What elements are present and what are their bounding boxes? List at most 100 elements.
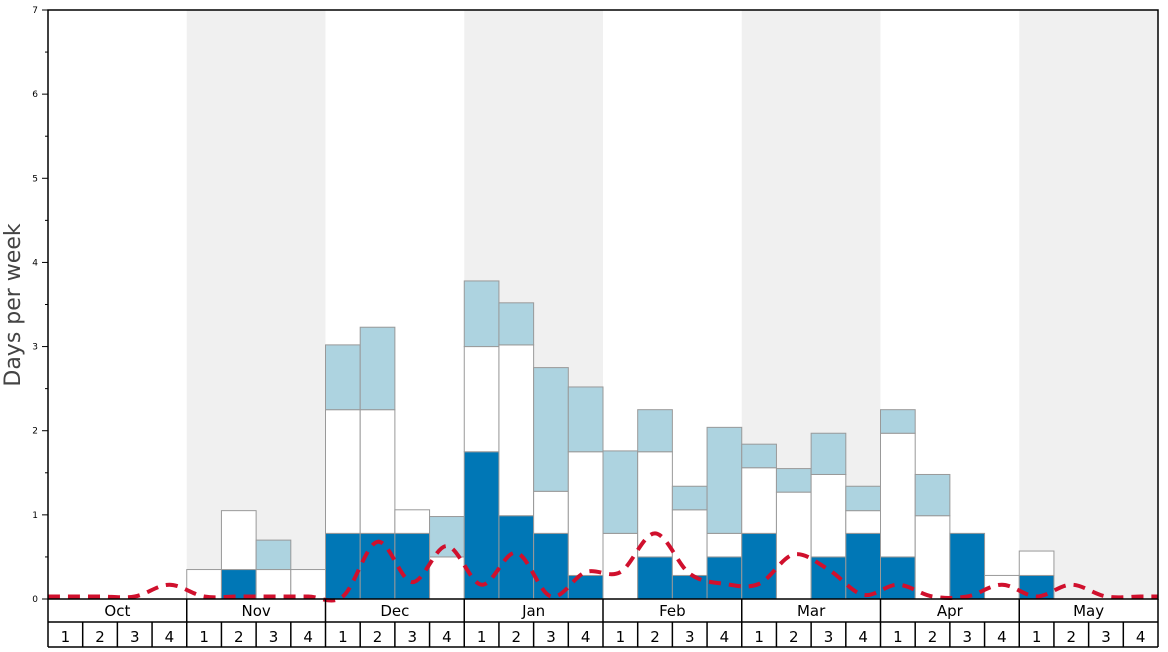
average-line-layer [48, 531, 1158, 603]
week-label-may-2: 2 [1067, 628, 1077, 646]
bar-segment-2-week-10 [359, 409, 396, 534]
month-label-apr: Apr [937, 602, 964, 620]
average-line [48, 531, 1158, 603]
y-tick-label-4: 4 [32, 258, 38, 268]
plot-frame [47, 9, 1159, 600]
bars [186, 280, 1055, 600]
week-label-may-4: 4 [1136, 628, 1146, 646]
bar-segment-2-week-15 [533, 490, 569, 534]
y-axis: 0 1 2 3 4 5 6 7 [32, 6, 48, 605]
month-band-nov [186, 10, 326, 599]
bar-segment-1-week-21 [741, 532, 777, 600]
bar-segment-3-week-24 [845, 485, 881, 512]
bar-segment-3-week-18 [637, 409, 673, 453]
bar-segment-1-week-18 [637, 556, 673, 600]
week-label-dec-1: 1 [338, 628, 348, 646]
bar-segment-3-week-9 [325, 344, 361, 411]
bar-segment-2-week-12 [429, 556, 465, 600]
week-label-apr-3: 3 [962, 628, 972, 646]
bar-segment-2-week-21 [741, 467, 777, 534]
week-label-dec-2: 2 [373, 628, 383, 646]
week-label-jan-1: 1 [477, 628, 487, 646]
bar-segment-3-week-10 [359, 326, 396, 411]
week-label-feb-4: 4 [720, 628, 730, 646]
week-label-feb-3: 3 [685, 628, 695, 646]
bar-segment-2-week-20 [706, 532, 743, 558]
bar-segment-2-week-16 [567, 451, 604, 576]
bar-segment-3-week-25 [880, 409, 916, 434]
week-label-mar-2: 2 [789, 628, 799, 646]
bar-segment-3-week-17 [602, 450, 639, 534]
bar-segment-2-week-24 [845, 510, 881, 534]
week-label-dec-3: 3 [407, 628, 417, 646]
bar-segment-3-week-21 [741, 443, 777, 469]
week-label-may-1: 1 [1032, 628, 1042, 646]
y-axis-label: Days per week [1, 223, 26, 386]
bar-segment-3-week-12 [429, 516, 465, 558]
week-label-jan-4: 4 [581, 628, 591, 646]
y-tick-label-7: 7 [32, 6, 38, 16]
y-tick-label-2: 2 [32, 427, 38, 437]
week-label-nov-3: 3 [269, 628, 279, 646]
bar-segment-2-week-6 [220, 510, 257, 571]
bar-segment-3-week-16 [567, 386, 604, 453]
bar-segment-1-week-20 [706, 556, 743, 600]
bar-segment-2-week-29 [1018, 550, 1055, 576]
week-label-mar-3: 3 [824, 628, 834, 646]
week-label-feb-2: 2 [650, 628, 660, 646]
bar-segment-3-week-13 [463, 280, 500, 348]
week-label-nov-1: 1 [199, 628, 209, 646]
bar-segment-1-week-9 [325, 532, 361, 600]
bar-segment-1-week-25 [880, 556, 916, 600]
week-label-may-3: 3 [1101, 628, 1111, 646]
week-label-nov-2: 2 [234, 628, 244, 646]
bar-segment-2-week-9 [325, 409, 361, 534]
month-label-feb: Feb [659, 602, 686, 620]
week-label-oct-4: 4 [165, 628, 175, 646]
bar-segment-1-week-15 [533, 532, 569, 600]
bar-segment-2-week-25 [880, 432, 916, 558]
bar-segment-3-week-26 [914, 473, 951, 517]
bar-segment-3-week-14 [498, 302, 535, 346]
week-label-apr-1: 1 [893, 628, 903, 646]
week-label-oct-3: 3 [130, 628, 140, 646]
bar-segment-1-week-27 [949, 532, 986, 600]
bar-segment-2-week-11 [394, 509, 431, 534]
week-label-nov-4: 4 [303, 628, 313, 646]
bar-segment-3-week-23 [810, 432, 847, 475]
week-label-apr-2: 2 [928, 628, 938, 646]
week-label-dec-4: 4 [442, 628, 452, 646]
month-label-oct: Oct [104, 602, 130, 620]
y-tick-label-3: 3 [32, 343, 38, 353]
bar-segment-1-week-10 [359, 532, 396, 600]
week-label-mar-4: 4 [858, 628, 868, 646]
bar-segment-3-week-15 [533, 367, 569, 492]
y-tick-label-5: 5 [32, 174, 38, 184]
month-label-nov: Nov [241, 602, 270, 620]
bar-segment-3-week-19 [671, 485, 708, 511]
month-label-jan: Jan [521, 602, 545, 620]
bar-segment-2-week-23 [810, 473, 847, 558]
y-tick-label-0: 0 [32, 595, 38, 605]
week-label-feb-1: 1 [616, 628, 626, 646]
bar-segment-3-week-22 [775, 468, 812, 493]
week-label-jan-2: 2 [512, 628, 522, 646]
week-label-mar-1: 1 [754, 628, 764, 646]
bar-segment-2-week-13 [463, 346, 500, 453]
month-label-may: May [1073, 602, 1104, 620]
month-label-mar: Mar [797, 602, 826, 620]
bar-segment-2-week-17 [602, 532, 639, 600]
x-axis: Oct Nov Dec Jan Feb Mar Apr May 1 2 3 4 1 2 3 4 1 2 3 4 1 2 3 4… [47, 599, 1159, 648]
week-label-oct-2: 2 [95, 628, 105, 646]
bar-segment-2-week-14 [498, 344, 535, 517]
week-label-jan-3: 3 [546, 628, 556, 646]
y-tick-label-1: 1 [32, 511, 38, 521]
week-label-apr-4: 4 [997, 628, 1007, 646]
month-band-may [1019, 10, 1158, 599]
bar-segment-2-week-26 [914, 515, 951, 600]
bar-segment-3-week-20 [706, 426, 743, 534]
bar-segment-1-week-14 [498, 515, 535, 600]
month-label-dec: Dec [380, 602, 409, 620]
